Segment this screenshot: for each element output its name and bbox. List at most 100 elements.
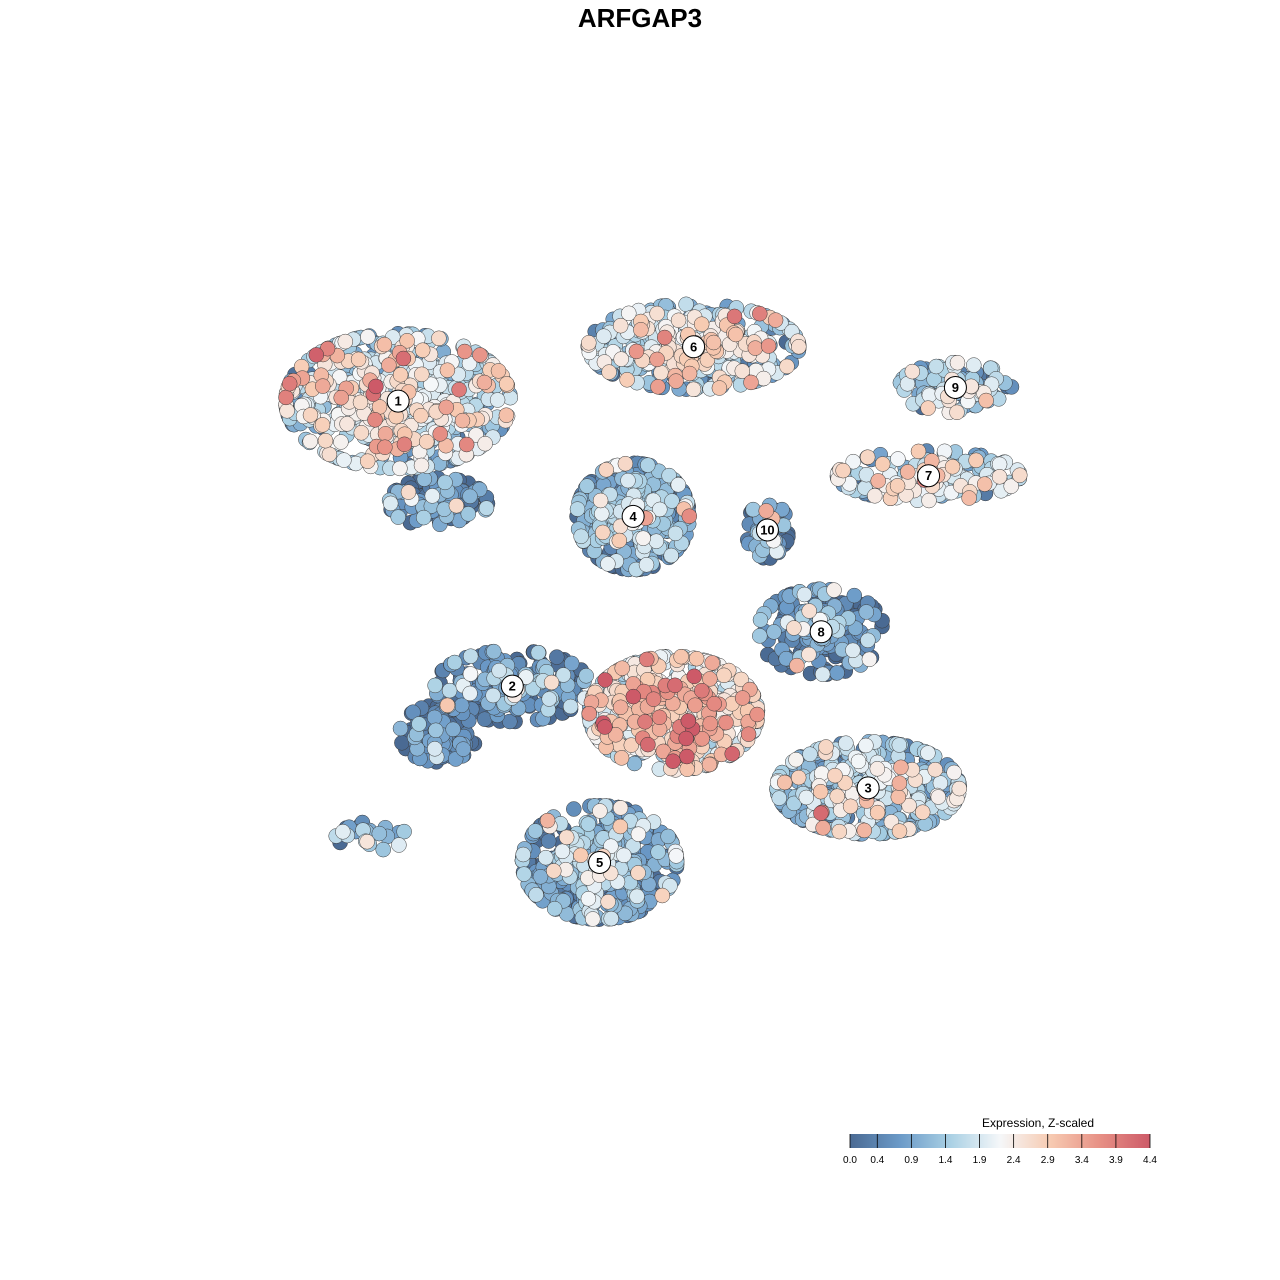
cell-point (428, 722, 444, 739)
cell-point (752, 628, 768, 644)
cell-point (667, 677, 683, 694)
cell-point (360, 329, 376, 345)
cell-point (446, 654, 463, 671)
cell-point (302, 433, 318, 450)
cell-point (711, 380, 728, 396)
cell-point (573, 528, 589, 545)
cell-point (920, 400, 936, 416)
cell-point (914, 804, 931, 820)
legend-tick-label: 3.4 (1075, 1155, 1089, 1166)
cell-point (665, 753, 681, 769)
cell-point (904, 363, 921, 380)
cell-point (538, 849, 554, 866)
cell-point (478, 500, 495, 516)
cell-point (396, 436, 413, 453)
cell-point (670, 477, 687, 493)
cluster-label-text: 10 (760, 523, 774, 538)
cell-point (944, 459, 961, 475)
cell-point (414, 342, 431, 358)
cell-point (893, 759, 909, 776)
cell-point (423, 376, 439, 393)
cluster-label-9: 9 (943, 376, 967, 399)
cell-point (951, 780, 968, 797)
cell-point (680, 713, 697, 729)
cluster-label-text: 7 (925, 468, 932, 483)
color-legend: Expression, Z-scaled 0.0 0.4 0.9 1.4 1.9 2.4 2… (843, 1116, 1157, 1166)
cell-point (596, 328, 612, 344)
cell-point (612, 818, 629, 835)
cell-point (458, 436, 475, 453)
cell-point (476, 374, 493, 391)
cell-point (367, 412, 383, 428)
cell-point (869, 804, 886, 821)
cell-point (595, 524, 611, 541)
cell-point (592, 492, 609, 509)
cell-point (579, 478, 595, 494)
cell-point (638, 557, 655, 573)
cell-point (649, 351, 665, 368)
cell-point (353, 425, 370, 441)
cell-point (600, 556, 616, 572)
cell-point (546, 900, 563, 917)
cell-point (546, 863, 562, 879)
legend-tick-label: 2.9 (1041, 1155, 1055, 1166)
cell-point (814, 666, 831, 683)
cell-point (859, 449, 876, 465)
cell-point (448, 497, 465, 514)
cell-point (415, 509, 432, 526)
cell-point (633, 322, 649, 338)
cell-point (679, 748, 695, 765)
cell-point (651, 709, 668, 726)
cell-point (603, 910, 619, 927)
cell-point (678, 730, 694, 747)
cell-point (630, 826, 647, 842)
cell-point (359, 833, 375, 850)
cell-point (776, 774, 793, 791)
cell-point (870, 473, 886, 489)
cell-point (694, 731, 710, 747)
cell-point (829, 665, 845, 681)
cell-point (1003, 478, 1019, 494)
cell-point (656, 329, 673, 346)
cell-point (678, 296, 694, 313)
cell-point (949, 354, 966, 371)
cell-point (802, 746, 818, 762)
cell-point (439, 697, 456, 714)
cluster-label-text: 4 (630, 509, 638, 524)
cell-point (702, 671, 718, 687)
cell-point (814, 765, 830, 782)
cell-point (314, 417, 331, 433)
cell-point (321, 446, 338, 463)
cell-point (826, 582, 842, 598)
cell-point (620, 472, 636, 489)
cell-point (333, 434, 349, 450)
cell-point (991, 469, 1008, 485)
cell-point (890, 789, 907, 805)
cell-point (541, 691, 557, 707)
cell-point (612, 699, 629, 716)
cell-point (664, 493, 680, 509)
cell-point (966, 357, 982, 373)
cell-point (645, 691, 662, 707)
cell-point (302, 407, 319, 423)
cell-point (581, 705, 597, 722)
cell-point (600, 894, 616, 910)
cell-point (528, 887, 544, 903)
cell-point (456, 343, 473, 360)
cell-point (377, 439, 393, 455)
cell-point (861, 651, 878, 668)
cell-point (612, 317, 629, 334)
cell-point (317, 432, 334, 449)
cell-point (829, 788, 845, 804)
cell-point (597, 719, 613, 735)
cell-point (668, 373, 684, 389)
legend-tick-label: 0.0 (843, 1155, 857, 1166)
cell-point (626, 755, 643, 772)
cell-point (413, 407, 429, 424)
cell-point (502, 713, 518, 730)
cell-point (315, 378, 331, 394)
cell-point (673, 648, 689, 665)
cluster-label-text: 2 (509, 679, 516, 694)
cell-point (838, 735, 854, 751)
legend-colorbar (850, 1134, 1150, 1148)
